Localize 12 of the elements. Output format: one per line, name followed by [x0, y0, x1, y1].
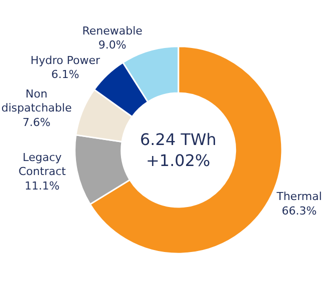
- data-label: 66.3%: [282, 204, 317, 218]
- data-label: 11.1%: [24, 179, 60, 192]
- text: +1.02%: [146, 151, 210, 170]
- data-label: 9.0%: [98, 38, 126, 52]
- data-label: 6.1%: [51, 68, 80, 82]
- slice-label: Non dispatchable: [1, 87, 72, 115]
- slice-label: Hydro Power: [30, 54, 100, 67]
- slice-label: Thermal: [276, 190, 322, 204]
- data-label: 7.6%: [22, 116, 50, 130]
- slice-label: Legacy Contract: [18, 150, 66, 178]
- slice-label: Renewable: [82, 24, 143, 38]
- text: 6.24 TWh: [140, 130, 216, 149]
